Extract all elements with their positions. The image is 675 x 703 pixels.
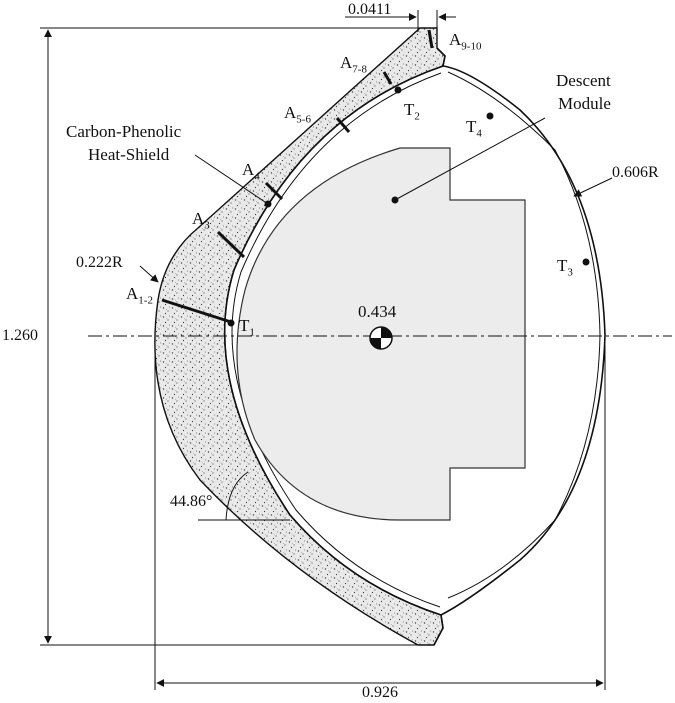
module-leader <box>394 117 546 201</box>
aft-radius-leader <box>573 177 613 197</box>
width-dim: 0.926 <box>362 684 398 701</box>
top-thickness-dim: 0.0411 <box>348 1 392 18</box>
aft-radius-dim: 0.606R <box>612 164 659 181</box>
point-a12: A1-2 <box>126 284 153 307</box>
height-dim: 1.260 <box>2 327 38 344</box>
point-t3: T3 <box>557 256 573 279</box>
point-t4: T4 <box>466 117 482 140</box>
inner-structure <box>223 65 444 616</box>
point-a3: A3 <box>192 209 210 232</box>
module-label-2: Module <box>558 94 611 113</box>
point-a78: A7-8 <box>340 53 367 76</box>
point-a910: A9-10 <box>449 30 482 53</box>
dimension-lines <box>40 10 606 690</box>
heatshield-label-1: Carbon-Phenolic <box>66 122 182 141</box>
heatshield-label-2: Heat-Shield <box>88 145 170 164</box>
module-label-1: Descent <box>556 71 611 90</box>
cone-angle-dim: 44.86° <box>170 493 213 510</box>
point-t1: T1 <box>239 316 255 339</box>
cg-symbol <box>369 326 393 350</box>
cg-value: 0.434 <box>358 302 397 321</box>
point-a56: A5-6 <box>284 103 311 126</box>
nose-radius-leader <box>139 265 159 283</box>
section-lines <box>161 29 434 324</box>
nose-radius-dim: 0.222R <box>76 254 123 271</box>
point-a4: A4 <box>242 160 260 183</box>
aft-body <box>433 47 606 646</box>
heatshield-leader <box>194 154 269 205</box>
point-t2: T2 <box>404 100 420 123</box>
